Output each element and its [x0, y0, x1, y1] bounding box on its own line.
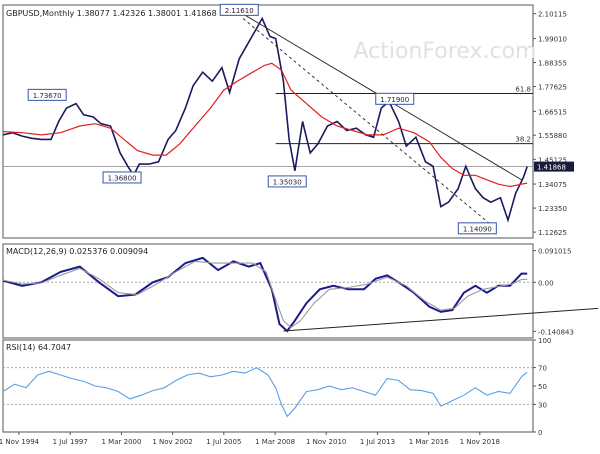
rsi-y-tick-label: 50 [538, 383, 547, 391]
x-tick-label: 1 Nov 1994 [0, 438, 40, 446]
series-macd [2, 256, 528, 333]
macd-y-tick-label: 0.00 [538, 279, 554, 287]
rsi-y-tick-label: 30 [538, 401, 547, 409]
fib-level-label: 38.2 [515, 136, 531, 144]
x-tick-label: 1 Jul 2005 [206, 438, 241, 446]
annotation-box [457, 222, 497, 235]
rsi-y-tick-label: 100 [538, 337, 551, 345]
x-tick-label: 1 Jul 2013 [360, 438, 395, 446]
x-tick-label: 1 Mar 2016 [409, 438, 449, 446]
annotation-box [102, 171, 142, 184]
macd-y-tick-label: -0.140843 [538, 328, 574, 336]
x-tick-label: 1 Mar 2000 [102, 438, 142, 446]
annotation-box [375, 92, 415, 105]
annotation-box [267, 175, 307, 188]
annotation-box [219, 3, 259, 16]
annotation-label: 1.36800 [108, 174, 137, 182]
price-panel: GBPUSD,Monthly 1.38077 1.42326 1.38001 1… [2, 3, 574, 237]
price-y-tick-label: 1.88355 [538, 59, 567, 67]
price-y-tick-label: 1.66515 [538, 108, 567, 116]
x-tick-label: 1 Nov 2018 [460, 438, 500, 446]
rsi-panel: RSI(14) 64.7047 100 70 50 30 0 [2, 337, 551, 437]
price-title: GBPUSD,Monthly 1.38077 1.42326 1.38001 1… [6, 9, 217, 18]
rsi-y-tick-label: 0 [538, 429, 542, 437]
rsi-title: RSI(14) 64.7047 [6, 343, 71, 352]
fib-level-label: 61.8 [515, 85, 531, 93]
current-price-badge [534, 161, 574, 172]
macd-panel: MACD(12,26,9) 0.025376 0.009094 0.091015 0… [2, 247, 599, 336]
price-y-tick-label: 1.99010 [538, 36, 567, 44]
series-moving-average [2, 62, 528, 188]
price-y-tick-label: 1.45125 [538, 156, 567, 164]
panel-frame-3 [2, 339, 534, 433]
annotation-label: 1.35030 [273, 178, 302, 186]
macd-title: MACD(12,26,9) 0.025376 0.009094 [6, 247, 148, 256]
annotation-box [27, 88, 67, 101]
series-signal [2, 260, 528, 329]
rsi-y-tick-label: 70 [538, 365, 547, 373]
price-y-tick-label: 2.10115 [538, 11, 567, 19]
x-tick-label: 1 Nov 2010 [306, 438, 346, 446]
price-y-tick-label: 1.55880 [538, 132, 567, 140]
series-price [2, 16, 528, 223]
price-y-tick-label: 1.23350 [538, 205, 567, 213]
watermark: ActionForex.com [354, 39, 537, 64]
annotation-label: 1.71900 [380, 96, 409, 104]
annotation-label: 2.11610 [225, 7, 254, 15]
price-y-tick-label: 1.12625 [538, 229, 567, 237]
x-tick-label: 1 Mar 2008 [255, 438, 295, 446]
x-tick-label: 1 Jul 1997 [53, 438, 88, 446]
macd-y-tick-label: 0.091015 [538, 248, 571, 256]
panel-frame-1 [2, 4, 534, 239]
annotation-label: 1.73670 [33, 92, 62, 100]
price-y-tick-label: 1.34075 [538, 181, 567, 189]
current-price-label: 1.41868 [537, 164, 566, 172]
panel-frame-2 [2, 243, 534, 339]
macd-trendline [283, 307, 599, 332]
annotation-label: 1.14090 [463, 225, 492, 233]
price-y-tick-label: 1.77625 [538, 83, 567, 91]
x-tick-label: 1 Nov 2002 [152, 438, 192, 446]
x-axis: 1 Nov 1994 1 Jul 1997 1 Mar 2000 1 Nov 2002… [0, 432, 500, 446]
series-rsi [2, 366, 528, 418]
